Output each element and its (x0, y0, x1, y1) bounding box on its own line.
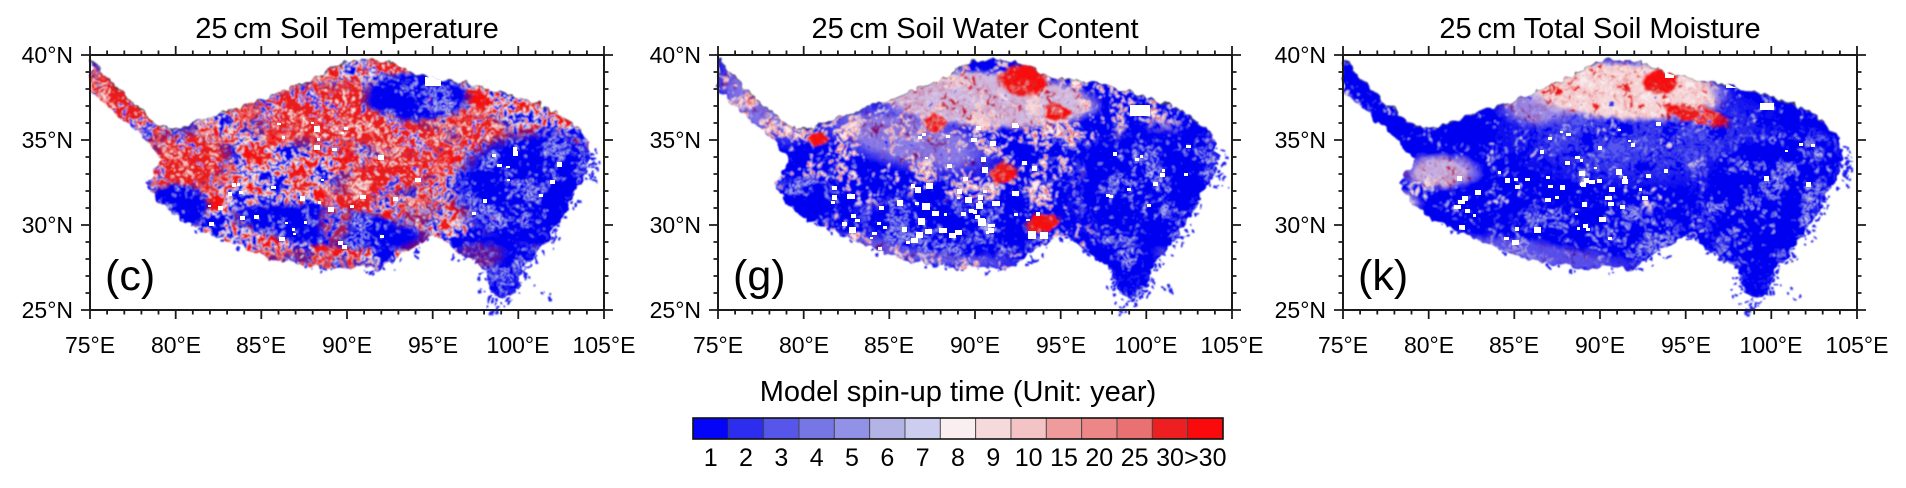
svg-text:9: 9 (986, 444, 1000, 472)
svg-text:95°E: 95°E (1036, 332, 1086, 358)
svg-text:25 cm Soil Water Content: 25 cm Soil Water Content (811, 13, 1138, 45)
svg-text:40°N: 40°N (1275, 42, 1326, 68)
svg-text:(g): (g) (733, 252, 786, 300)
svg-text:25: 25 (1121, 444, 1149, 472)
svg-text:75°E: 75°E (65, 332, 115, 358)
svg-text:25°N: 25°N (650, 297, 701, 323)
svg-text:80°E: 80°E (1404, 332, 1454, 358)
svg-text:35°N: 35°N (650, 127, 701, 153)
svg-text:4: 4 (810, 444, 824, 472)
svg-text:8: 8 (951, 444, 965, 472)
svg-text:100°E: 100°E (1740, 332, 1803, 358)
svg-text:105°E: 105°E (1826, 332, 1889, 358)
svg-text:25 cm Total Soil Moisture: 25 cm Total Soil Moisture (1439, 13, 1760, 45)
svg-text:20: 20 (1085, 444, 1113, 472)
svg-text:Model spin-up time (Unit: year: Model spin-up time (Unit: year) (760, 376, 1156, 408)
svg-text:95°E: 95°E (408, 332, 458, 358)
svg-text:105°E: 105°E (573, 332, 636, 358)
svg-text:15: 15 (1050, 444, 1078, 472)
svg-text:80°E: 80°E (779, 332, 829, 358)
svg-text:90°E: 90°E (322, 332, 372, 358)
svg-text:25°N: 25°N (22, 297, 73, 323)
svg-text:25°N: 25°N (1275, 297, 1326, 323)
svg-text:75°E: 75°E (693, 332, 743, 358)
svg-text:90°E: 90°E (950, 332, 1000, 358)
svg-text:5: 5 (845, 444, 859, 472)
svg-text:25 cm Soil Temperature: 25 cm Soil Temperature (195, 13, 498, 45)
svg-text:100°E: 100°E (487, 332, 550, 358)
svg-text:80°E: 80°E (151, 332, 201, 358)
svg-text:90°E: 90°E (1575, 332, 1625, 358)
svg-text:35°N: 35°N (22, 127, 73, 153)
svg-text:1: 1 (704, 444, 718, 472)
svg-text:(k): (k) (1358, 252, 1408, 300)
svg-text:10: 10 (1015, 444, 1043, 472)
svg-text:75°E: 75°E (1318, 332, 1368, 358)
svg-text:85°E: 85°E (864, 332, 914, 358)
svg-text:2: 2 (739, 444, 753, 472)
svg-text:30°N: 30°N (22, 212, 73, 238)
svg-text:95°E: 95°E (1661, 332, 1711, 358)
svg-text:40°N: 40°N (650, 42, 701, 68)
svg-text:100°E: 100°E (1115, 332, 1178, 358)
svg-text:(c): (c) (105, 252, 155, 300)
svg-text:85°E: 85°E (1489, 332, 1539, 358)
svg-text:6: 6 (880, 444, 894, 472)
svg-text:30°N: 30°N (650, 212, 701, 238)
svg-text:105°E: 105°E (1201, 332, 1264, 358)
svg-text:3: 3 (774, 444, 788, 472)
svg-text:7: 7 (916, 444, 930, 472)
svg-text:35°N: 35°N (1275, 127, 1326, 153)
svg-text:>30: >30 (1184, 444, 1226, 472)
svg-text:30°N: 30°N (1275, 212, 1326, 238)
svg-text:30: 30 (1156, 444, 1184, 472)
svg-text:85°E: 85°E (236, 332, 286, 358)
svg-text:40°N: 40°N (22, 42, 73, 68)
